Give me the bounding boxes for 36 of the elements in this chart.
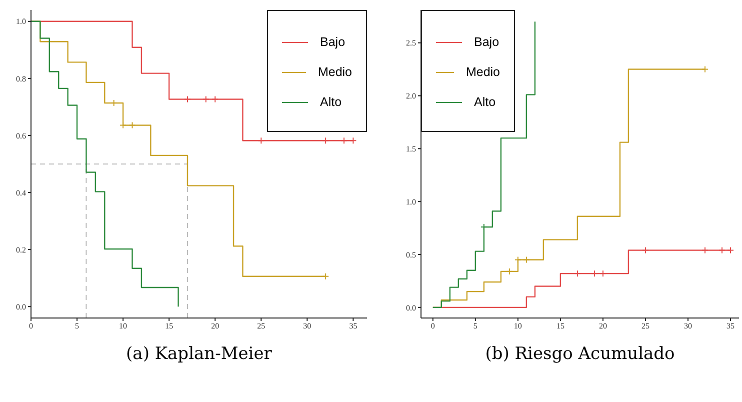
x-tick-label: 30 [684, 322, 692, 331]
y-tick-label: 0.2 [16, 245, 26, 254]
legend-label: Bajo [320, 35, 346, 49]
x-tick-label: 0 [29, 322, 33, 331]
y-tick-label: 2.0 [406, 92, 416, 101]
x-tick-label: 10 [119, 322, 128, 331]
y-tick-label: 1.0 [16, 17, 26, 26]
legend-label: Alto [320, 95, 342, 109]
x-tick-label: 20 [211, 322, 220, 331]
legend-label: Alto [474, 95, 496, 109]
x-tick-label: 5 [75, 322, 80, 331]
x-tick-label: 15 [165, 322, 174, 331]
y-tick-label: 0.4 [16, 188, 26, 198]
x-tick-label: 30 [303, 322, 312, 331]
x-tick-label: 20 [598, 322, 607, 331]
text: (a) Kaplan-Meier [125, 344, 273, 364]
y-tick-label: 0.0 [16, 302, 26, 312]
x-tick-label: 15 [556, 322, 564, 331]
x-tick-label: 35 [726, 322, 734, 331]
y-tick-label: 0.0 [406, 303, 416, 312]
y-tick-label: 1.5 [406, 144, 416, 154]
legend-label: Medio [318, 65, 352, 79]
y-tick-label: 0.8 [16, 74, 26, 84]
x-tick-label: 35 [349, 322, 358, 331]
x-tick-label: 0 [430, 322, 435, 331]
y-tick-label: 2.5 [406, 38, 416, 48]
y-tick-label: 1.0 [406, 197, 416, 206]
y-tick-label: 0.6 [16, 131, 26, 140]
text: (b) Riesgo Acumulado [484, 344, 676, 364]
y-tick-label: 0.5 [406, 250, 416, 260]
x-tick-label: 10 [514, 322, 522, 331]
x-tick-label: 25 [257, 322, 266, 331]
x-tick-label: 25 [641, 322, 650, 331]
x-tick-label: 5 [473, 322, 478, 331]
legend-label: Medio [466, 65, 500, 79]
legend-label: Bajo [474, 35, 500, 49]
